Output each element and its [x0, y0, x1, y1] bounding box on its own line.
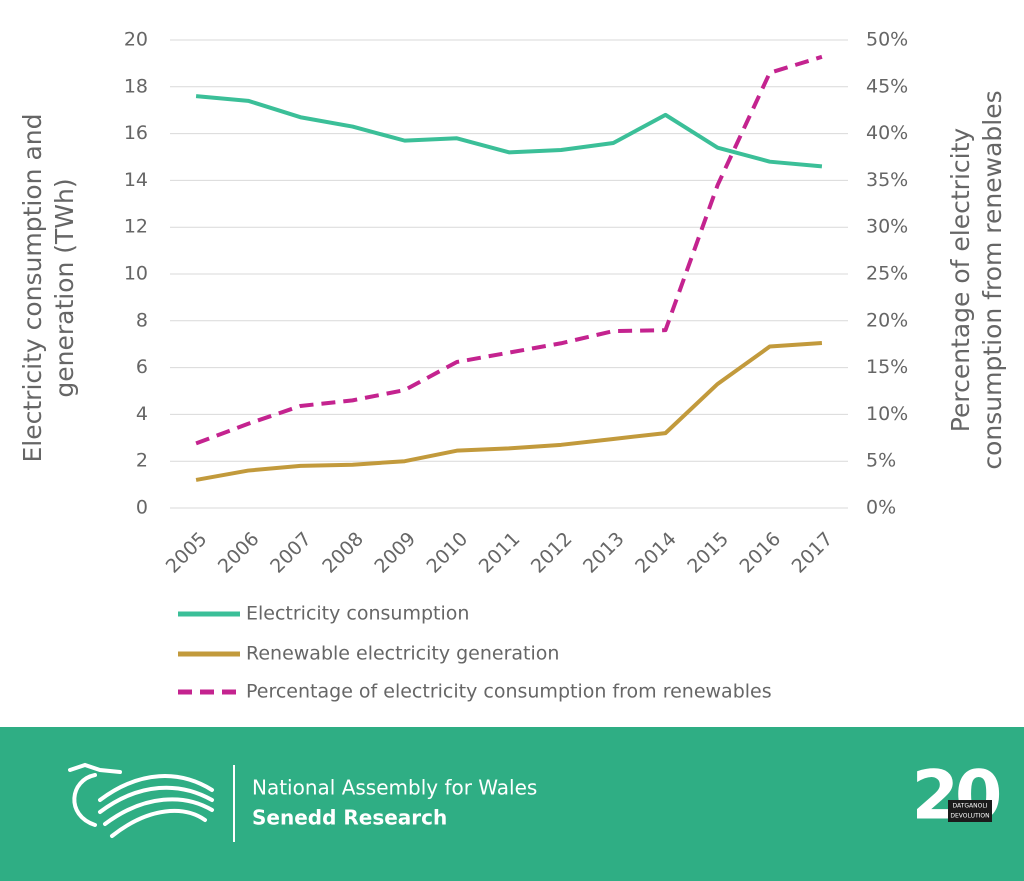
- y-axis-label: generation (TWh): [50, 178, 79, 397]
- y-axis-label: Electricity consumption and: [18, 114, 47, 463]
- series-line: [195, 94, 823, 169]
- y2-tick-label: 40%: [866, 122, 908, 144]
- y-tick-label: 4: [136, 403, 148, 425]
- badge-strip: [948, 800, 992, 822]
- badge-top: DATGANOLI: [953, 803, 988, 810]
- y-tick-label: 0: [136, 497, 148, 519]
- badge-bottom: DEVOLUTION: [950, 813, 989, 820]
- y2-tick-label: 10%: [866, 403, 908, 425]
- y2-tick-label: 35%: [866, 169, 908, 191]
- y-tick-label: 10: [124, 263, 148, 285]
- y-tick-label: 2: [136, 450, 148, 472]
- unit: Senedd Research: [252, 806, 447, 830]
- y2-tick-label: 5%: [866, 450, 896, 472]
- x-tick-label: 2010: [423, 528, 473, 578]
- y-tick-label: 18: [124, 75, 148, 97]
- x-tick-label: 2012: [527, 528, 577, 578]
- x-tick-label: 2008: [318, 528, 368, 578]
- y2-tick-label: 15%: [866, 356, 908, 378]
- y2-tick-label: 25%: [866, 263, 908, 285]
- y-tick-label: 20: [124, 29, 148, 51]
- y-tick-label: 14: [124, 169, 148, 191]
- legend-label: Renewable electricity generation: [246, 643, 559, 665]
- x-tick-label: 2015: [683, 528, 733, 578]
- y2-tick-label: 50%: [866, 29, 908, 51]
- series-line: [195, 341, 823, 482]
- x-tick-label: 2016: [735, 528, 785, 578]
- y-tick-label: 6: [136, 356, 148, 378]
- x-tick-label: 2011: [475, 528, 525, 578]
- badge: 20: [912, 757, 1000, 836]
- x-tick-label: 2005: [162, 528, 212, 578]
- y2-tick-label: 20%: [866, 309, 908, 331]
- y2-tick-label: 45%: [866, 75, 908, 97]
- legend-label: Electricity consumption: [246, 603, 469, 625]
- logo: [68, 762, 214, 838]
- y2-tick-label: 30%: [866, 216, 908, 238]
- x-tick-label: 2006: [214, 528, 264, 578]
- x-tick-label: 2014: [631, 528, 681, 578]
- x-tick-label: 2009: [370, 528, 420, 578]
- y2-axis-label: Percentage of electricity: [946, 128, 975, 433]
- x-tick-label: 2013: [579, 528, 629, 578]
- x-tick-label: 2017: [788, 528, 838, 578]
- y-tick-label: 8: [136, 309, 148, 331]
- x-tick-label: 2007: [266, 528, 316, 578]
- legend-label: Percentage of electricity consumption fr…: [246, 681, 772, 703]
- footer-band: [0, 727, 1024, 881]
- series-line: [195, 54, 823, 446]
- y-tick-label: 12: [124, 216, 148, 238]
- y2-tick-label: 0%: [866, 497, 896, 519]
- y-tick-label: 16: [124, 122, 148, 144]
- y2-axis-label: consumption from renewables: [978, 90, 1007, 469]
- organisation: National Assembly for Wales: [252, 776, 537, 800]
